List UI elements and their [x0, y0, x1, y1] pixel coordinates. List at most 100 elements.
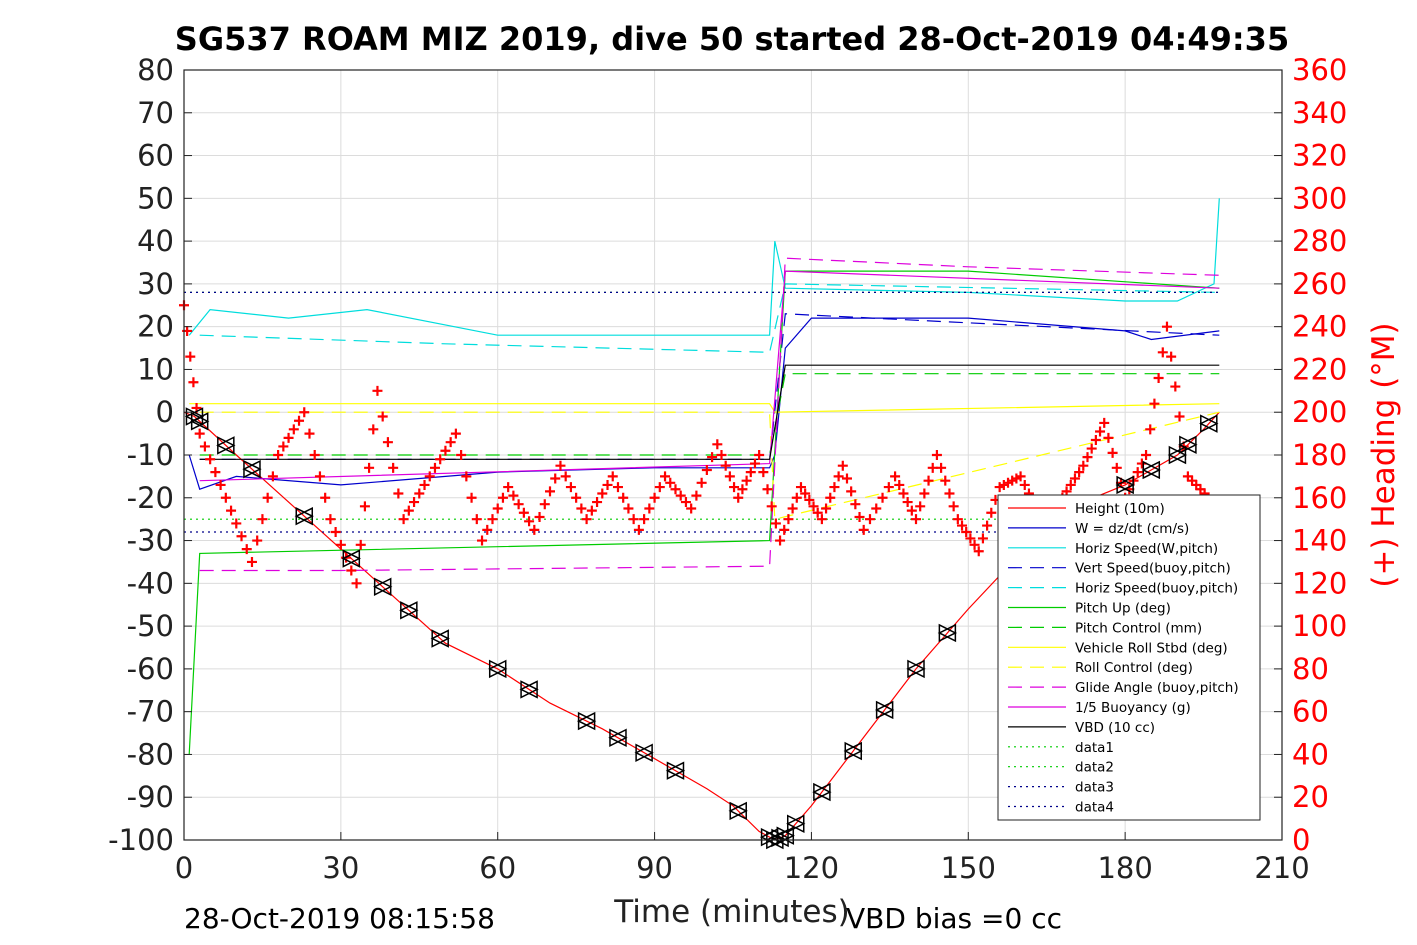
- heading-point: [854, 512, 865, 523]
- heading-point: [210, 467, 221, 478]
- y-right-tick-label: 160: [1292, 481, 1347, 515]
- heading-point: [1107, 447, 1118, 458]
- y-right-tick-label: 240: [1292, 310, 1347, 344]
- heading-point: [965, 533, 976, 544]
- heading-point: [492, 503, 503, 514]
- heading-point: [477, 535, 488, 546]
- heading-point: [368, 424, 379, 435]
- y-tick-label: -40: [127, 566, 174, 600]
- heading-point: [278, 441, 289, 452]
- heading-point: [1082, 452, 1093, 463]
- heading-point: [846, 486, 857, 497]
- heading-point: [388, 462, 399, 473]
- marker-left: [294, 506, 314, 526]
- y-tick-label: 70: [137, 96, 174, 130]
- x-tick-label: 120: [784, 851, 839, 885]
- heading-point: [1074, 467, 1085, 478]
- heading-point: [1099, 417, 1110, 428]
- heading-point: [246, 556, 257, 567]
- marker-left: [1115, 475, 1134, 495]
- y-right-tick-label: 60: [1292, 695, 1329, 729]
- legend-label-0: Height (10m): [1075, 501, 1165, 517]
- heading-point: [518, 507, 529, 518]
- heading-point: [267, 471, 278, 482]
- y-right-tick-label: 220: [1292, 352, 1347, 386]
- y-tick-label: 30: [137, 267, 174, 301]
- chart-title: SG537 ROAM MIZ 2019, dive 50 started 28-…: [175, 20, 1289, 58]
- heading-point: [508, 490, 519, 501]
- legend-label-15: data4: [1075, 800, 1114, 816]
- heading-point: [795, 482, 806, 493]
- heading-point: [330, 527, 341, 537]
- heading-point: [435, 454, 446, 465]
- heading-point: [894, 479, 905, 490]
- heading-point: [670, 484, 681, 495]
- heading-layer: [179, 300, 1210, 589]
- y-right-tick-label: 300: [1292, 181, 1347, 215]
- heading-point: [586, 505, 597, 516]
- heading-point: [973, 546, 984, 557]
- heading-point: [696, 477, 707, 488]
- heading-point: [1145, 424, 1156, 435]
- heading-point: [576, 503, 587, 514]
- heading-point: [906, 505, 917, 516]
- y-right-tick-label: 320: [1292, 139, 1347, 173]
- heading-point: [791, 492, 802, 503]
- heading-point: [262, 492, 273, 503]
- heading-point: [325, 514, 336, 525]
- heading-point: [429, 462, 440, 473]
- y-tick-label: 60: [137, 139, 174, 173]
- heading-point: [1103, 432, 1114, 443]
- marker-left: [519, 680, 538, 699]
- series-line-6: [199, 373, 1220, 456]
- heading-point: [309, 450, 320, 460]
- heading-point: [923, 475, 934, 486]
- heading-point: [372, 385, 383, 396]
- legend: Height (10m) W = dz/dt (cm/s) Horiz Speed(…: [997, 494, 1261, 821]
- legend-label-6: Pitch Control (mm): [1075, 620, 1202, 636]
- heading-point: [592, 497, 603, 508]
- y-right-tick-label: 180: [1292, 438, 1347, 472]
- heading-point: [482, 524, 493, 535]
- y-right-tick-label: 260: [1292, 267, 1347, 301]
- heading-point: [205, 454, 216, 465]
- heading-point: [403, 505, 414, 516]
- heading-point: [1065, 479, 1076, 490]
- heading-point: [299, 407, 310, 418]
- heading-point: [871, 503, 882, 514]
- heading-point: [1153, 373, 1164, 383]
- heading-point: [911, 514, 921, 525]
- x-tick-label: 180: [1097, 851, 1152, 885]
- heading-point: [837, 460, 848, 471]
- legend-box: [997, 494, 1261, 821]
- heading-point: [833, 471, 844, 482]
- heading-point: [858, 524, 869, 535]
- heading-point: [808, 501, 819, 512]
- heading-point: [729, 482, 740, 493]
- heading-point: [864, 514, 875, 525]
- heading-point: [273, 450, 284, 460]
- marker-left: [190, 412, 209, 431]
- heading-point: [513, 499, 524, 510]
- heading-point: [639, 514, 650, 525]
- heading-point: [1090, 435, 1101, 446]
- heading-point: [665, 477, 676, 488]
- y-tick-label: -80: [127, 737, 174, 771]
- heading-point: [466, 492, 477, 503]
- heading-point: [346, 565, 357, 576]
- heading-point: [440, 445, 451, 456]
- series-line-4: [199, 283, 1220, 353]
- heading-point: [825, 492, 836, 503]
- heading-point: [660, 471, 671, 482]
- heading-point: [821, 503, 832, 514]
- heading-point: [487, 514, 498, 525]
- heading-point: [944, 488, 955, 499]
- marker-left: [373, 577, 392, 596]
- heading-point: [783, 514, 794, 525]
- footer-timestamp: 28-Oct-2019 08:15:58: [184, 902, 495, 935]
- heading-point: [915, 501, 926, 512]
- y-tick-label: -70: [127, 695, 174, 729]
- heading-point: [419, 479, 430, 490]
- heading-point: [1157, 347, 1168, 358]
- heading-point: [902, 497, 913, 508]
